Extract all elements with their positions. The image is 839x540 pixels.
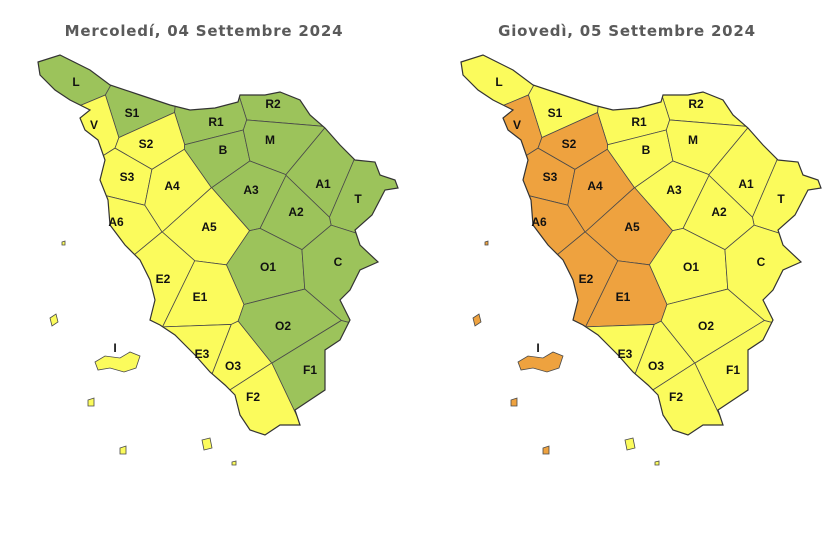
zone-label: O1 xyxy=(683,260,699,274)
map: Giovedì, 05 Settembre 2024 L S1 R2 R1 V S2 B M S3… xyxy=(460,22,822,466)
map: Mercoledí, 04 Settembre 2024 L S1 R2 R1 V S2 B M… xyxy=(37,22,399,466)
zone-label: L xyxy=(72,75,79,89)
zone-label: A3 xyxy=(243,183,259,197)
zone xyxy=(38,183,163,367)
zone-label: R1 xyxy=(631,115,647,129)
region-outline xyxy=(37,54,399,436)
zone-label: M xyxy=(265,133,275,147)
zone-label: F1 xyxy=(303,363,317,377)
zone-label: E3 xyxy=(618,347,633,361)
island xyxy=(517,351,564,373)
zone-label: E2 xyxy=(579,272,594,286)
zones xyxy=(461,55,821,435)
island xyxy=(542,445,550,455)
island xyxy=(484,240,489,246)
zone xyxy=(643,55,821,127)
zone-label: A2 xyxy=(288,205,304,219)
zone-label: B xyxy=(219,143,228,157)
zone-label: C xyxy=(334,255,343,269)
zone-label: F2 xyxy=(669,390,683,404)
zone-label: T xyxy=(354,192,362,206)
zone-label: F1 xyxy=(726,363,740,377)
island xyxy=(94,351,141,373)
zone xyxy=(461,183,586,367)
zone-label: A1 xyxy=(315,177,331,191)
zone-label: R1 xyxy=(208,115,224,129)
zone-label: C xyxy=(757,255,766,269)
zone-label: S2 xyxy=(562,137,577,151)
zone-label: T xyxy=(777,192,785,206)
island xyxy=(472,313,482,327)
zone-label: E1 xyxy=(193,290,208,304)
zone-label: V xyxy=(513,118,521,132)
zone-label: I xyxy=(536,341,539,355)
map-title: Giovedì, 05 Settembre 2024 xyxy=(498,22,756,40)
zone-label: O3 xyxy=(225,359,241,373)
zone-label: R2 xyxy=(265,97,281,111)
zone-label: O2 xyxy=(698,319,714,333)
zone-label: O1 xyxy=(260,260,276,274)
island xyxy=(49,313,59,327)
zone-label: A6 xyxy=(531,215,547,229)
zone-label: F2 xyxy=(246,390,260,404)
zone-label: A4 xyxy=(164,179,180,193)
zones xyxy=(38,55,398,435)
island xyxy=(231,460,237,466)
zone-label: S1 xyxy=(125,106,140,120)
zone-label: A2 xyxy=(711,205,727,219)
island xyxy=(510,397,518,407)
island xyxy=(87,397,95,407)
zone-label: O2 xyxy=(275,319,291,333)
zone-label: A1 xyxy=(738,177,754,191)
zone-label: O3 xyxy=(648,359,664,373)
island xyxy=(201,437,213,451)
zone-label: R2 xyxy=(688,97,704,111)
zone-label: S3 xyxy=(120,170,135,184)
zone-label: M xyxy=(688,133,698,147)
zone-label: E1 xyxy=(616,290,631,304)
island xyxy=(61,240,66,246)
map-title: Mercoledí, 04 Settembre 2024 xyxy=(65,22,344,40)
zone-label: E3 xyxy=(195,347,210,361)
zone-label: I xyxy=(113,341,116,355)
region-outline xyxy=(460,54,822,436)
zone-label: S2 xyxy=(139,137,154,151)
zone-label: E2 xyxy=(156,272,171,286)
zone-label: A5 xyxy=(624,220,640,234)
zone-label: S1 xyxy=(548,106,563,120)
zone xyxy=(220,55,398,127)
zone-label: V xyxy=(90,118,98,132)
zone-label: S3 xyxy=(543,170,558,184)
zone-label: A5 xyxy=(201,220,217,234)
zone-label: B xyxy=(642,143,651,157)
zone-label: A4 xyxy=(587,179,603,193)
zone-label: A3 xyxy=(666,183,682,197)
zone-label: L xyxy=(495,75,502,89)
island xyxy=(119,445,127,455)
island xyxy=(654,460,660,466)
island xyxy=(624,437,636,451)
zone-label: A6 xyxy=(108,215,124,229)
